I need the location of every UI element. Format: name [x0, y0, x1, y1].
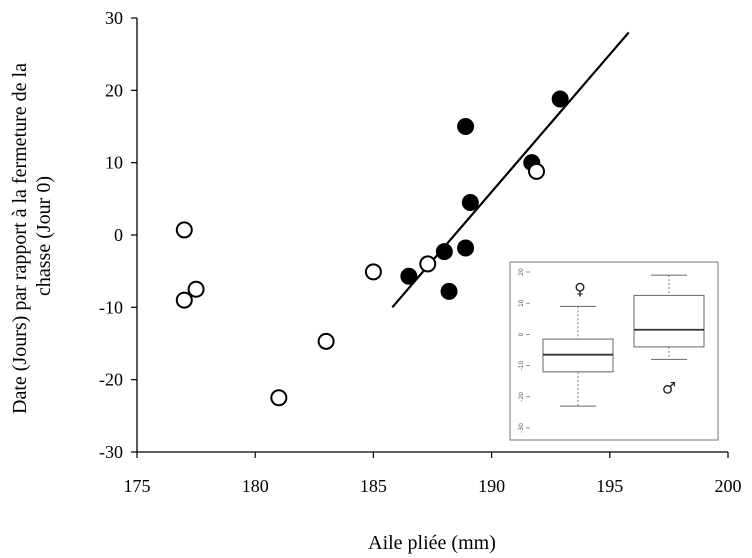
- y-tick-label: 0: [114, 225, 123, 245]
- filled-point: [435, 243, 453, 261]
- iqr-box: [633, 294, 705, 348]
- y-tick-label: 10: [105, 153, 123, 173]
- x-tick-label: 195: [596, 476, 623, 496]
- filled-point: [457, 239, 475, 257]
- inset-tick-label: 10: [518, 299, 525, 307]
- inset-tick-label: -30: [518, 423, 525, 433]
- x-tick-label: 175: [124, 476, 151, 496]
- filled-point: [440, 282, 458, 300]
- inset-tick-label: 0: [518, 332, 525, 336]
- filled-point: [457, 118, 475, 135]
- y-tick-label: -10: [99, 297, 123, 317]
- female-symbol: ♀: [574, 279, 586, 298]
- x-tick-label: 200: [715, 476, 742, 496]
- open-point: [419, 255, 437, 273]
- inset-box: ♀: [542, 279, 614, 407]
- y-axis-title: Date (Jours) par rapport à la fermeture …: [9, 58, 55, 414]
- inset-boxes: ♀♂: [542, 274, 705, 407]
- x-tick-label: 185: [360, 476, 387, 496]
- filled-point: [400, 267, 418, 285]
- open-point: [364, 263, 382, 281]
- open-point: [175, 221, 193, 239]
- inset-tick-label: -10: [518, 361, 525, 371]
- y-tick-label: 30: [105, 8, 123, 28]
- inset-tick-label: 20: [518, 268, 525, 276]
- open-point: [187, 280, 205, 298]
- open-point: [317, 332, 335, 350]
- filled-point: [461, 193, 479, 211]
- x-tick-label: 180: [242, 476, 269, 496]
- y-tick-label: 20: [105, 80, 123, 100]
- male-symbol: ♂: [662, 378, 676, 397]
- y-axis-title-line-1: Date (Jours) par rapport à la fermeture …: [9, 63, 31, 414]
- inset-frame: [509, 261, 719, 441]
- open-point: [528, 162, 546, 180]
- x-axis-title: Aile pliée (mm): [368, 532, 496, 554]
- y-tick-label: -20: [99, 370, 123, 390]
- x-tick-label: 190: [478, 476, 505, 496]
- y-tick-label: -30: [99, 442, 123, 462]
- data-points: [175, 90, 569, 407]
- filled-point: [551, 90, 569, 108]
- y-ticks: -30 -20 -10 0 10 20 30: [99, 8, 137, 462]
- inset-y-ticks: -30 -20 -10 0 10 20: [518, 268, 530, 433]
- open-point: [175, 291, 193, 309]
- open-point: [270, 389, 288, 407]
- inset-tick-label: -20: [518, 392, 525, 402]
- inset-box: ♂: [633, 274, 705, 397]
- y-axis-title-line-2: chasse (Jour 0): [33, 176, 55, 296]
- x-ticks: 175 180 185 190 195 200: [124, 452, 742, 496]
